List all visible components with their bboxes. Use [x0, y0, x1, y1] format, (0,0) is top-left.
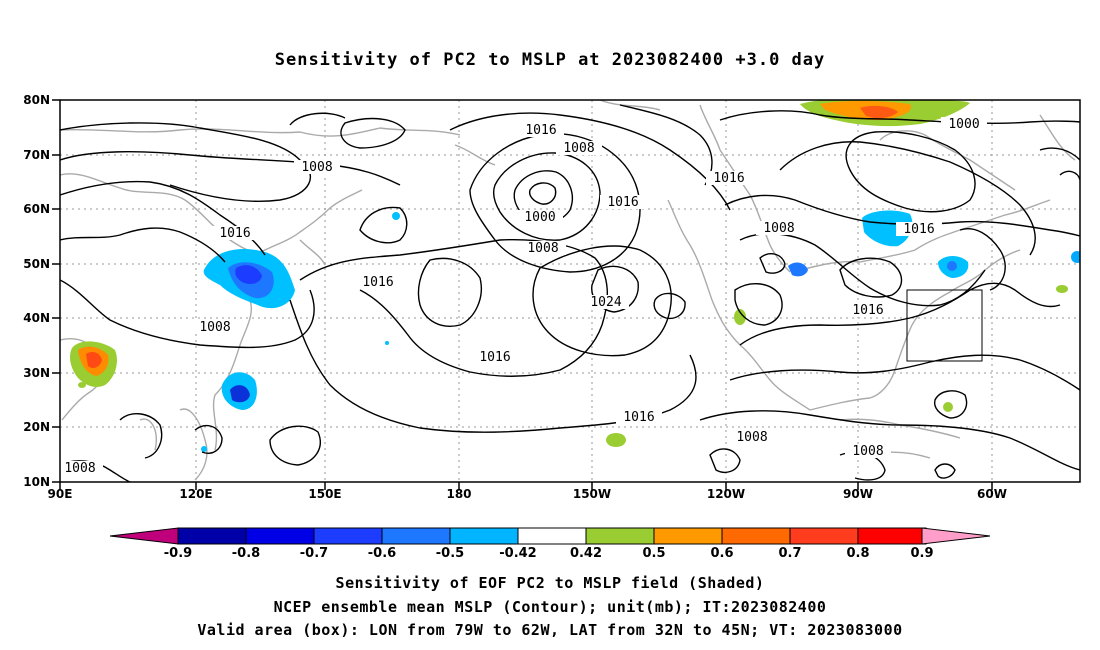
colorbar-swatch — [789, 527, 859, 545]
contour-label: 1016 — [713, 171, 744, 186]
lat-label: 10N — [23, 475, 50, 489]
lon-label: 120W — [707, 487, 745, 501]
colorbar-swatch — [449, 527, 519, 545]
lat-label: 50N — [23, 257, 50, 271]
colorbar-swatch — [857, 527, 927, 545]
colorbar-swatch — [381, 527, 451, 545]
lat-label: 70N — [23, 148, 50, 162]
contour-labels: 1016 1008 1008 1016 1016 1000 1008 1016 … — [60, 117, 987, 476]
colorbar-tick-label: -0.9 — [164, 546, 192, 561]
sensitivity-shading — [70, 100, 1080, 452]
contour-label: 1008 — [736, 430, 767, 445]
longitude-labels: 90E 120E 150E 180 150W 120W 90W 60W — [48, 487, 1007, 501]
colorbar-tick-label: -0.7 — [300, 546, 328, 561]
colorbar-tick-label: 0.9 — [910, 546, 933, 561]
caption-valid-area: Valid area (box): LON from 79W to 62W, L… — [197, 621, 903, 639]
plot-title: Sensitivity of PC2 to MSLP at 2023082400… — [274, 50, 826, 70]
contour-label: 1016 — [852, 303, 883, 318]
contour-label: 1024 — [590, 295, 621, 310]
contour-label: 1016 — [623, 410, 654, 425]
colorbar-swatch — [313, 527, 383, 545]
caption-contour: NCEP ensemble mean MSLP (Contour); unit(… — [273, 598, 827, 616]
colorbar-swatch — [245, 527, 315, 545]
contour-label: 1008 — [301, 160, 332, 175]
colorbar-tick-label: 0.42 — [570, 546, 602, 561]
contour-label: 1008 — [199, 320, 230, 335]
colorbar-end-low — [109, 527, 179, 545]
lat-label: 40N — [23, 311, 50, 325]
lon-label: 90E — [48, 487, 73, 501]
lat-label: 80N — [23, 93, 50, 107]
lon-label: 150E — [308, 487, 341, 501]
colorbar-tick-label: -0.6 — [368, 546, 396, 561]
contour-label: 1008 — [64, 461, 95, 476]
caption-shaded: Sensitivity of EOF PC2 to MSLP field (Sh… — [335, 574, 765, 592]
lon-label: 150W — [573, 487, 611, 501]
lon-label: 90W — [843, 487, 873, 501]
colorbar-tick-label: -0.8 — [232, 546, 260, 561]
latitude-labels: 80N 70N 60N 50N 40N 30N 20N 10N — [23, 93, 50, 489]
contour-label: 1008 — [763, 221, 794, 236]
colorbar-tick-label: 0.8 — [846, 546, 869, 561]
colorbar-labels: -0.9 -0.8 -0.7 -0.6 -0.5 -0.42 0.42 0.5 … — [164, 546, 934, 561]
lon-label: 180 — [446, 487, 471, 501]
colorbar-tick-label: -0.5 — [436, 546, 464, 561]
colorbar-swatch — [585, 527, 655, 545]
contour-label: 1008 — [852, 444, 883, 459]
colorbar-tick-label: -0.42 — [499, 546, 536, 561]
contour-label: 1016 — [219, 226, 250, 241]
colorbar-swatch — [517, 527, 587, 545]
map-frame — [59, 99, 1081, 483]
contour-label: 1000 — [948, 117, 979, 132]
contour-label: 1008 — [563, 141, 594, 156]
colorbar-swatch — [653, 527, 723, 545]
lat-label: 20N — [23, 420, 50, 434]
shade-mid-negative — [788, 262, 808, 277]
valid-area-box — [906, 289, 983, 362]
contour-label: 1016 — [479, 350, 510, 365]
colorbar-end-high — [921, 527, 991, 545]
contour-label: 1016 — [903, 222, 934, 237]
lat-label: 30N — [23, 366, 50, 380]
axis-ticks — [52, 99, 993, 490]
contour-label: 1008 — [527, 241, 558, 256]
lon-label: 120E — [179, 487, 212, 501]
shade-canada-negative — [862, 210, 913, 247]
lon-label: 60W — [977, 487, 1007, 501]
contour-label: 1016 — [607, 195, 638, 210]
contour-label: 1016 — [362, 275, 393, 290]
colorbar-tick-label: 0.7 — [778, 546, 801, 561]
contour-label: 1016 — [525, 123, 556, 138]
contour-label: 1000 — [524, 210, 555, 225]
colorbar-tick-label: 0.6 — [710, 546, 733, 561]
lat-label: 60N — [23, 202, 50, 216]
colorbar-swatch — [721, 527, 791, 545]
colorbar-swatch — [177, 527, 247, 545]
colorbar-tick-label: 0.5 — [642, 546, 665, 561]
colorbar — [109, 527, 991, 545]
